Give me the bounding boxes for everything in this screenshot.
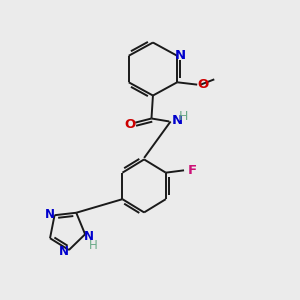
Text: N: N [175, 49, 186, 62]
Text: O: O [124, 118, 136, 131]
Text: H: H [89, 239, 98, 252]
Text: O: O [198, 77, 209, 91]
Text: N: N [59, 245, 69, 258]
Text: H: H [178, 110, 188, 123]
Text: F: F [188, 164, 197, 177]
Text: N: N [84, 230, 94, 242]
Text: N: N [172, 114, 183, 127]
Text: N: N [45, 208, 55, 220]
